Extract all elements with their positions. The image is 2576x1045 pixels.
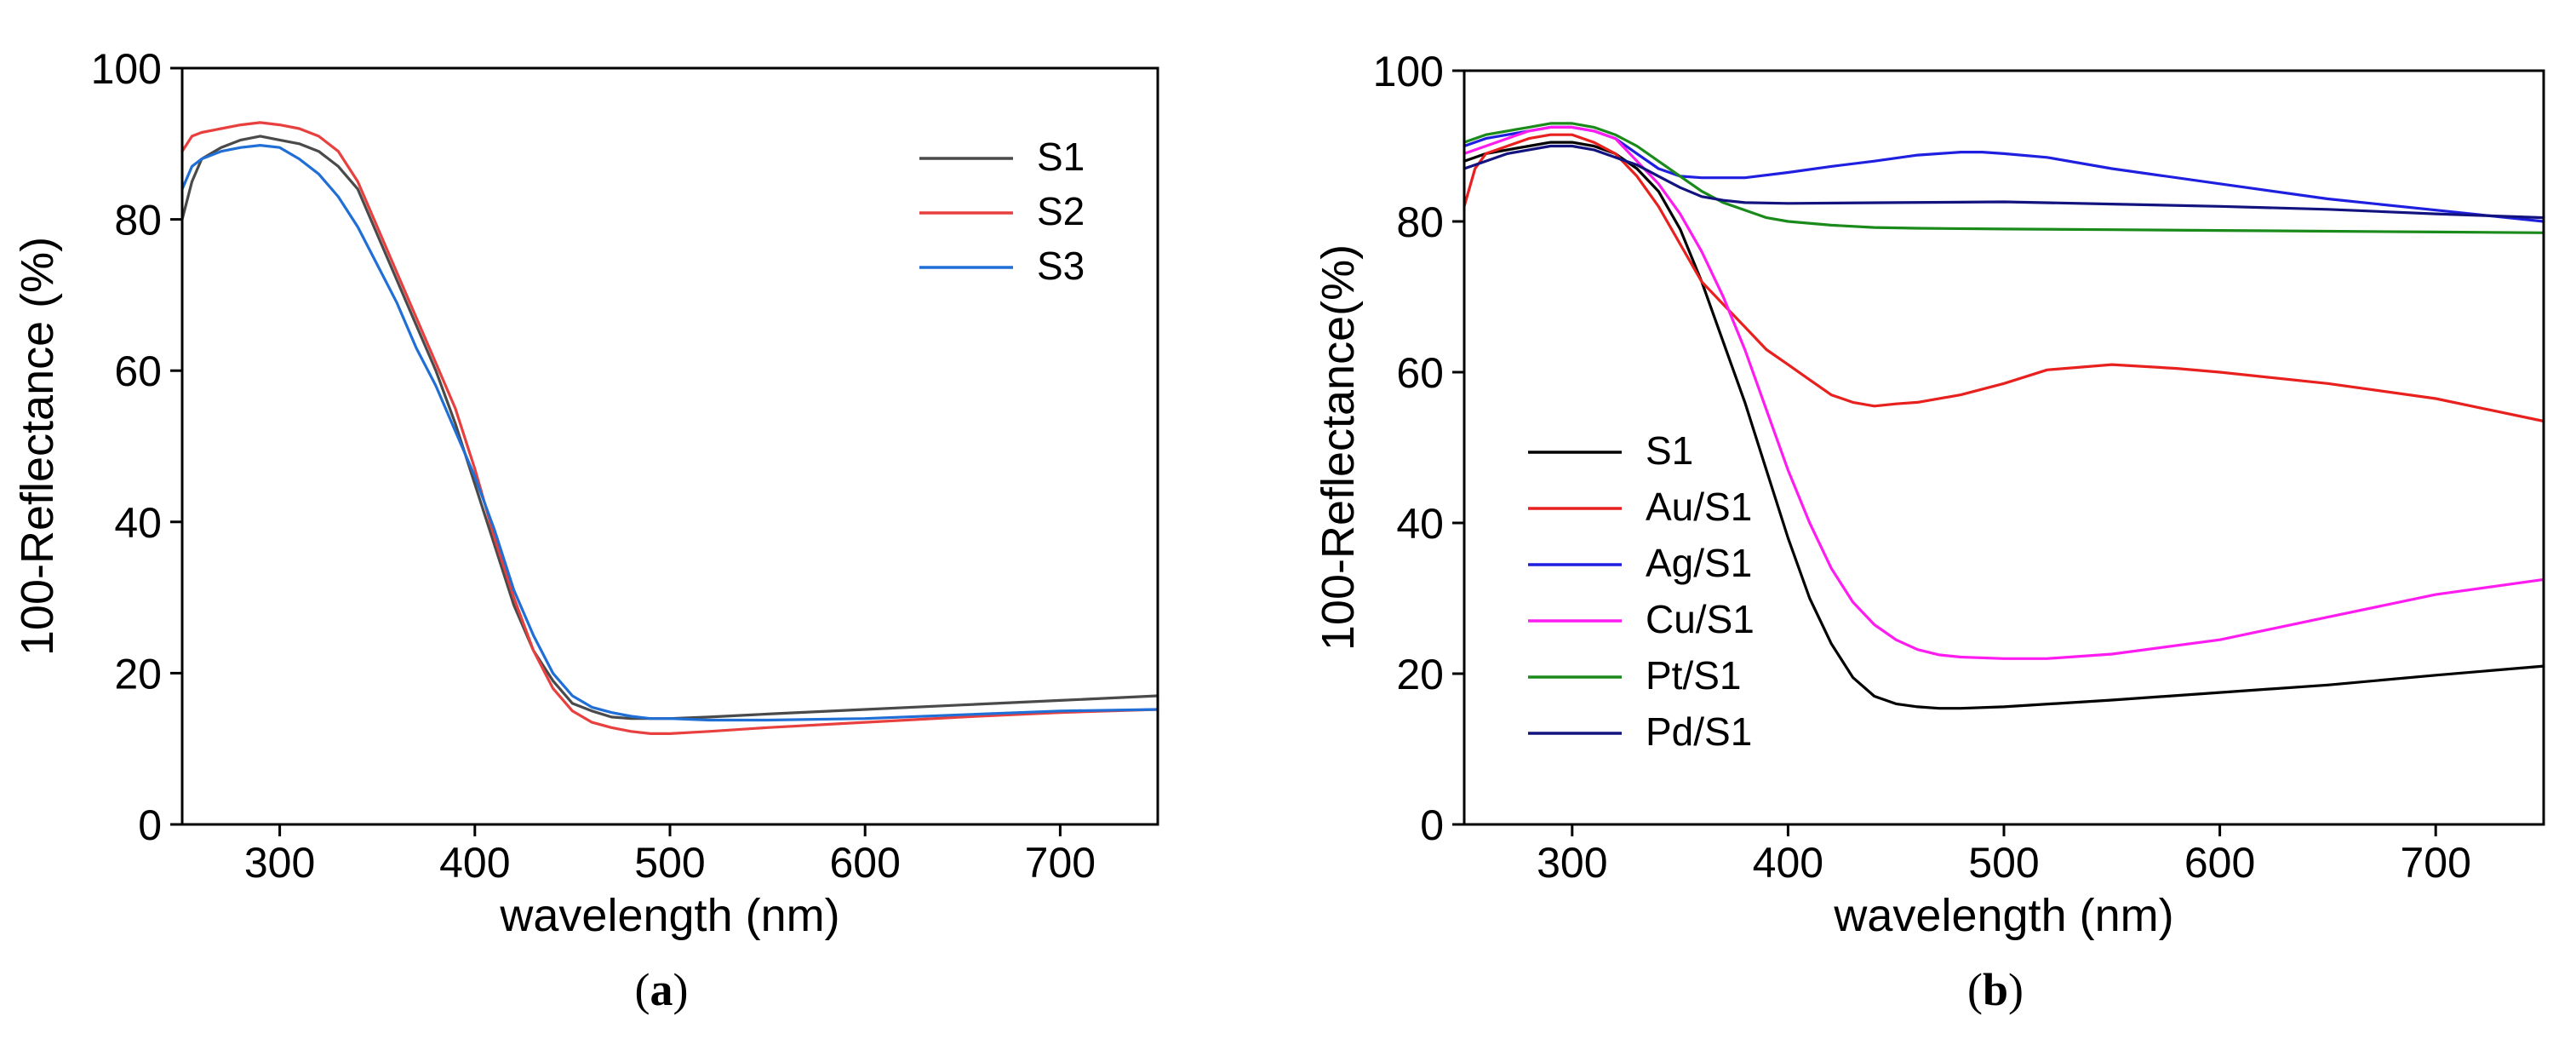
x-tick-label: 600 xyxy=(2184,839,2255,887)
series-line-pt-s1 xyxy=(1463,122,2545,234)
y-tick-label: 40 xyxy=(1396,500,1444,548)
y-tick-label: 80 xyxy=(1396,198,1444,246)
legend-label: S1 xyxy=(1037,135,1085,179)
y-tick-label: 100 xyxy=(91,45,162,93)
y-tick-label: 40 xyxy=(114,499,162,547)
series-line-s3 xyxy=(180,144,1159,722)
legend-label: Au/S1 xyxy=(1646,485,1752,529)
y-tick-label: 0 xyxy=(138,801,162,849)
y-tick-label: 20 xyxy=(114,650,162,698)
legend: S1 Au/S1 Ag/S1 Cu/S1 Pt/S1 Pd/S1 xyxy=(1528,428,1755,754)
legend-label: S3 xyxy=(1037,244,1085,288)
y-tick-label: 0 xyxy=(1420,801,1444,849)
legend-label: Cu/S1 xyxy=(1646,597,1755,641)
x-tick-label: 300 xyxy=(244,839,315,887)
series-line-pd-s1 xyxy=(1463,144,2545,220)
series-line-s1 xyxy=(1463,141,2545,710)
y-tick-label: 20 xyxy=(1396,651,1444,698)
x-tick-label: 400 xyxy=(1753,839,1823,887)
chart-panel-b: 300 400 500 600 700 0 20 40 60 80 100 wavelength (n… xyxy=(1313,48,2545,1015)
plot-frame xyxy=(1463,69,2545,826)
y-tick-label: 60 xyxy=(1396,349,1444,397)
series-line-cu-s1 xyxy=(1463,125,2545,660)
legend-label: Ag/S1 xyxy=(1646,541,1752,585)
series-line-au-s1 xyxy=(1463,133,2545,423)
x-tick-label: 500 xyxy=(634,839,705,887)
panel-label: (b) xyxy=(1967,964,2024,1015)
x-tick-label: 400 xyxy=(439,839,510,887)
plot-series xyxy=(1463,122,2545,710)
y-tick-label: 100 xyxy=(1373,48,1444,95)
x-tick-label: 500 xyxy=(1968,839,2039,887)
panel-label: (a) xyxy=(635,964,689,1015)
legend-label: Pd/S1 xyxy=(1646,709,1752,754)
series-line-s2 xyxy=(180,121,1159,735)
legend-label: S2 xyxy=(1037,189,1085,233)
y-tick-label: 60 xyxy=(114,347,162,395)
x-axis-label: wavelength (nm) xyxy=(499,890,839,941)
legend: S1 S2 S3 xyxy=(919,135,1085,288)
plot-series xyxy=(180,121,1159,735)
y-tick-label: 80 xyxy=(114,197,162,244)
x-tick-label: 700 xyxy=(1025,839,1096,887)
legend-label: S1 xyxy=(1646,428,1693,473)
y-axis-label: 100-Reflectance (%) xyxy=(12,237,63,656)
x-axis-label: wavelength (nm) xyxy=(1833,890,2173,941)
x-tick-label: 700 xyxy=(2400,839,2470,887)
legend-label: Pt/S1 xyxy=(1646,653,1742,698)
chart-panel-a: 300 400 500 600 700 0 20 40 60 80 100 wavelength (n… xyxy=(12,45,1159,1015)
plot-frame xyxy=(180,66,1159,826)
x-tick-label: 600 xyxy=(829,839,900,887)
x-tick-label: 300 xyxy=(1537,839,1607,887)
y-axis-label: 100-Reflectance(%) xyxy=(1313,244,1364,651)
series-line-s1 xyxy=(180,135,1159,721)
